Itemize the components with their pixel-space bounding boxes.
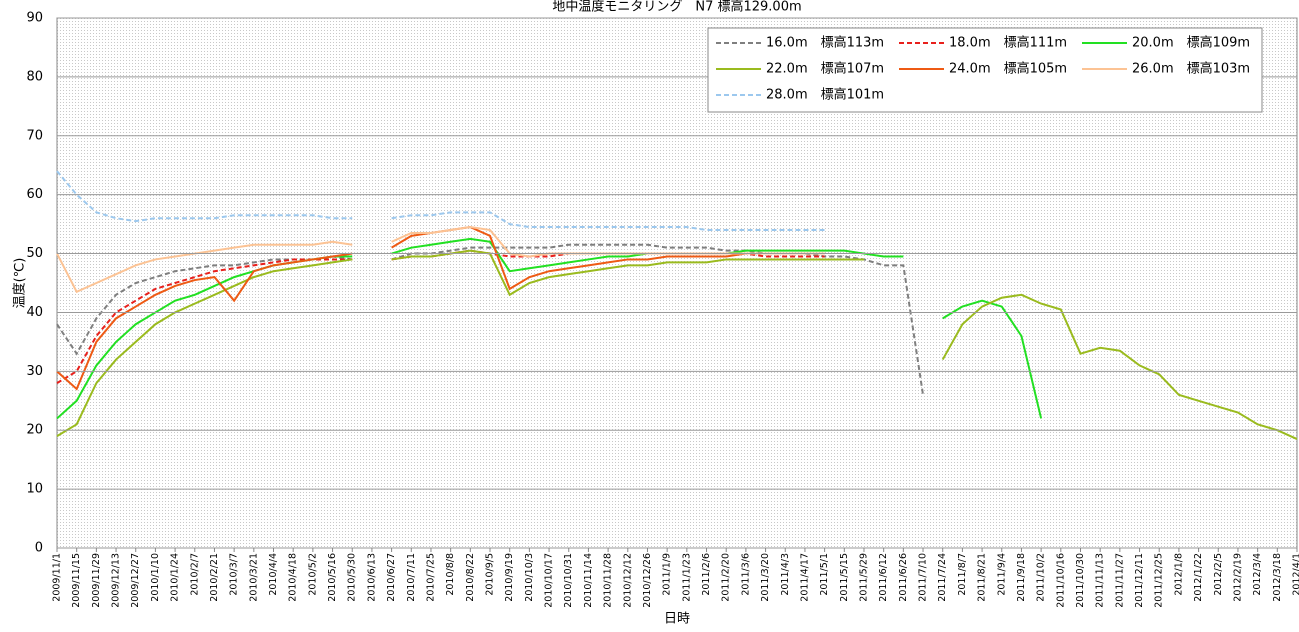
y-tick-label: 30: [26, 364, 43, 379]
x-tick-label: 2011/2/6: [701, 553, 712, 596]
x-tick-label: 2012/3/4: [1252, 553, 1263, 596]
x-tick-label: 2011/10/30: [1075, 553, 1086, 608]
chart-title: 地中温度モニタリング N7 標高129.00m: [552, 0, 801, 15]
x-tick-label: 2009/11/15: [71, 553, 82, 608]
x-tick-label: 2009/11/1: [52, 553, 63, 602]
legend-label: 18.0m 標高111m: [949, 35, 1067, 51]
x-tick-label: 2011/5/1: [819, 553, 830, 596]
x-tick-label: 2011/7/24: [937, 553, 948, 602]
x-tick-label: 2010/1/10: [150, 553, 161, 602]
x-tick-label: 2011/12/25: [1154, 553, 1165, 608]
x-tick-label: 2012/2/5: [1213, 553, 1224, 596]
x-tick-label: 2011/1/9: [662, 553, 673, 596]
x-tick-label: 2011/9/18: [1016, 553, 1027, 602]
x-tick-label: 2011/3/6: [740, 553, 751, 596]
x-tick-label: 2010/2/7: [189, 553, 200, 596]
x-tick-label: 2011/9/4: [996, 553, 1007, 596]
x-tick-label: 2010/7/11: [406, 553, 417, 602]
x-tick-label: 2011/5/15: [839, 553, 850, 602]
x-tick-label: 2010/11/28: [603, 553, 614, 608]
x-tick-label: 2011/6/12: [878, 553, 889, 602]
x-tick-label: 2010/5/16: [327, 553, 338, 602]
x-tick-label: 2011/11/13: [1095, 553, 1106, 608]
x-tick-label: 2011/1/23: [681, 553, 692, 602]
x-tick-label: 2010/10/3: [524, 553, 535, 602]
x-tick-label: 2011/8/21: [977, 553, 988, 602]
legend-label: 22.0m 標高107m: [766, 61, 884, 77]
x-tick-label: 2010/12/12: [622, 553, 633, 608]
x-tick-label: 2010/11/14: [583, 553, 594, 608]
legend-label: 28.0m 標高101m: [766, 87, 884, 103]
x-tick-label: 2010/5/30: [347, 553, 358, 602]
x-tick-label: 2010/6/13: [366, 553, 377, 602]
legend-label: 20.0m 標高109m: [1132, 35, 1250, 51]
x-tick-label: 2011/2/20: [721, 553, 732, 602]
legend: 16.0m 標高113m 18.0m 標高111m 20.0m 標高109m 22.0…: [708, 28, 1262, 112]
x-tick-label: 2011/3/20: [760, 553, 771, 602]
x-tick-label: 2011/10/16: [1055, 553, 1066, 608]
y-tick-label: 70: [26, 128, 43, 143]
x-tick-label: 2012/3/18: [1272, 553, 1283, 602]
y-tick-label: 0: [35, 541, 43, 556]
x-tick-label: 2010/10/31: [563, 553, 574, 608]
legend-label: 26.0m 標高103m: [1132, 61, 1250, 77]
x-tick-label: 2010/10/17: [544, 553, 555, 608]
x-tick-label: 2010/2/21: [209, 553, 220, 602]
legend-label: 24.0m 標高105m: [949, 61, 1067, 77]
x-tick-label: 2010/3/21: [248, 553, 259, 602]
x-tick-label: 2009/11/29: [91, 553, 102, 608]
x-tick-label: 2010/8/8: [445, 553, 456, 596]
y-tick-label: 80: [26, 69, 43, 84]
y-tick-label: 10: [26, 482, 43, 497]
x-tick-label: 2010/5/2: [307, 553, 318, 596]
x-tick-label: 2010/1/24: [170, 553, 181, 602]
y-tick-label: 20: [26, 423, 43, 438]
x-tick-label: 2010/8/22: [465, 553, 476, 602]
x-tick-label: 2009/12/27: [130, 553, 141, 608]
x-tick-label: 2011/12/11: [1134, 553, 1145, 608]
x-tick-label: 2012/1/8: [1173, 553, 1184, 596]
x-tick-label: 2010/4/18: [288, 553, 299, 602]
x-tick-label: 2011/5/29: [858, 553, 869, 602]
x-tick-label: 2011/8/7: [957, 553, 968, 596]
x-tick-label: 2010/7/25: [425, 553, 436, 602]
y-tick-label: 50: [26, 246, 43, 261]
x-tick-label: 2010/12/26: [642, 553, 653, 608]
x-tick-label: 2009/12/13: [111, 553, 122, 608]
x-tick-label: 2011/6/26: [898, 553, 909, 602]
x-tick-label: 2012/2/19: [1232, 553, 1243, 602]
x-tick-label: 2010/3/7: [229, 553, 240, 596]
x-tick-label: 2010/4/4: [268, 553, 279, 596]
legend-label: 16.0m 標高113m: [766, 35, 884, 51]
x-tick-label: 2012/4/1: [1292, 553, 1299, 596]
y-axis-label: 温度(℃): [12, 258, 28, 309]
x-tick-label: 2010/6/27: [386, 553, 397, 602]
x-tick-label: 2011/11/27: [1114, 553, 1125, 608]
x-tick-label: 2010/9/19: [504, 553, 515, 602]
x-tick-label: 2012/1/22: [1193, 553, 1204, 602]
x-tick-label: 2011/4/3: [780, 553, 791, 596]
x-tick-label: 2011/4/17: [799, 553, 810, 602]
x-tick-label: 2010/9/5: [485, 553, 496, 596]
x-tick-label: 2011/7/10: [918, 553, 929, 602]
y-tick-label: 60: [26, 187, 43, 202]
x-tick-label: 2011/10/2: [1036, 553, 1047, 602]
y-tick-label: 40: [26, 305, 43, 320]
x-axis-label: 日時: [664, 612, 690, 627]
y-tick-label: 90: [26, 11, 43, 26]
